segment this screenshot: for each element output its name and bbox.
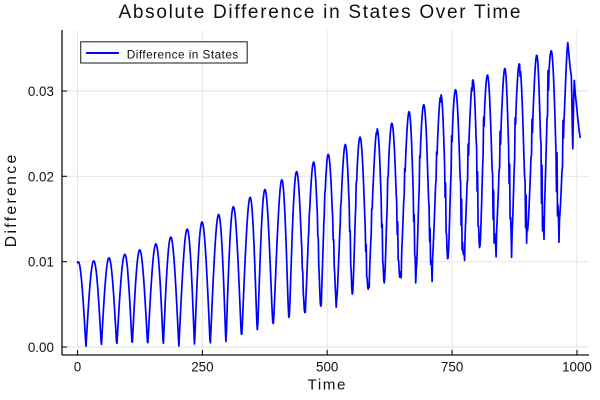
svg-text:0: 0 [74,359,81,374]
svg-text:Absolute Difference in States: Absolute Difference in States Over Time [119,2,521,23]
svg-text:500: 500 [316,359,338,374]
svg-text:1000: 1000 [562,359,592,374]
svg-text:250: 250 [191,359,213,374]
svg-text:Difference in States: Difference in States [127,48,239,62]
svg-text:0.02: 0.02 [28,169,54,184]
svg-text:0.00: 0.00 [28,340,54,355]
svg-text:Difference: Difference [3,155,20,248]
svg-text:0.03: 0.03 [28,84,54,99]
svg-text:750: 750 [441,359,463,374]
svg-text:Time: Time [308,376,346,393]
svg-text:0.01: 0.01 [28,255,54,270]
